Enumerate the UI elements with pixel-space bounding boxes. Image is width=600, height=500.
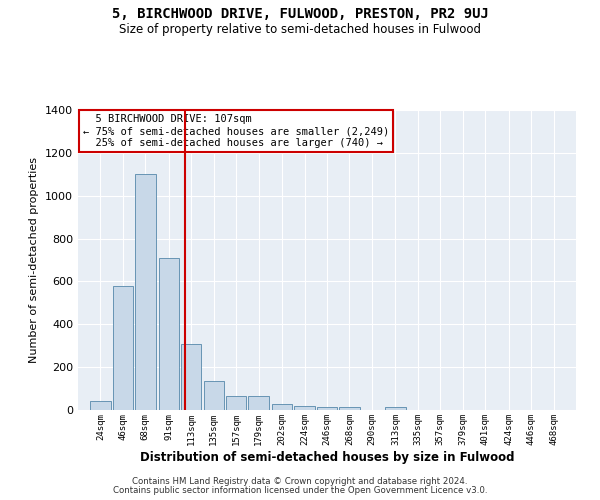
Text: 5, BIRCHWOOD DRIVE, FULWOOD, PRESTON, PR2 9UJ: 5, BIRCHWOOD DRIVE, FULWOOD, PRESTON, PR… — [112, 8, 488, 22]
Text: Contains HM Land Registry data © Crown copyright and database right 2024.: Contains HM Land Registry data © Crown c… — [132, 477, 468, 486]
Bar — [203, 381, 224, 410]
Bar — [317, 407, 337, 410]
Bar — [248, 396, 269, 410]
Text: Contains public sector information licensed under the Open Government Licence v3: Contains public sector information licen… — [113, 486, 487, 495]
Bar — [339, 407, 359, 410]
Text: 5 BIRCHWOOD DRIVE: 107sqm
← 75% of semi-detached houses are smaller (2,249)
  25: 5 BIRCHWOOD DRIVE: 107sqm ← 75% of semi-… — [83, 114, 389, 148]
Bar — [90, 402, 110, 410]
X-axis label: Distribution of semi-detached houses by size in Fulwood: Distribution of semi-detached houses by … — [140, 450, 514, 464]
Y-axis label: Number of semi-detached properties: Number of semi-detached properties — [29, 157, 40, 363]
Bar — [158, 258, 179, 410]
Bar — [135, 174, 155, 410]
Bar — [181, 344, 202, 410]
Text: Size of property relative to semi-detached houses in Fulwood: Size of property relative to semi-detach… — [119, 22, 481, 36]
Bar — [113, 286, 133, 410]
Bar — [385, 407, 406, 410]
Bar — [272, 404, 292, 410]
Bar — [295, 406, 315, 410]
Bar — [226, 396, 247, 410]
